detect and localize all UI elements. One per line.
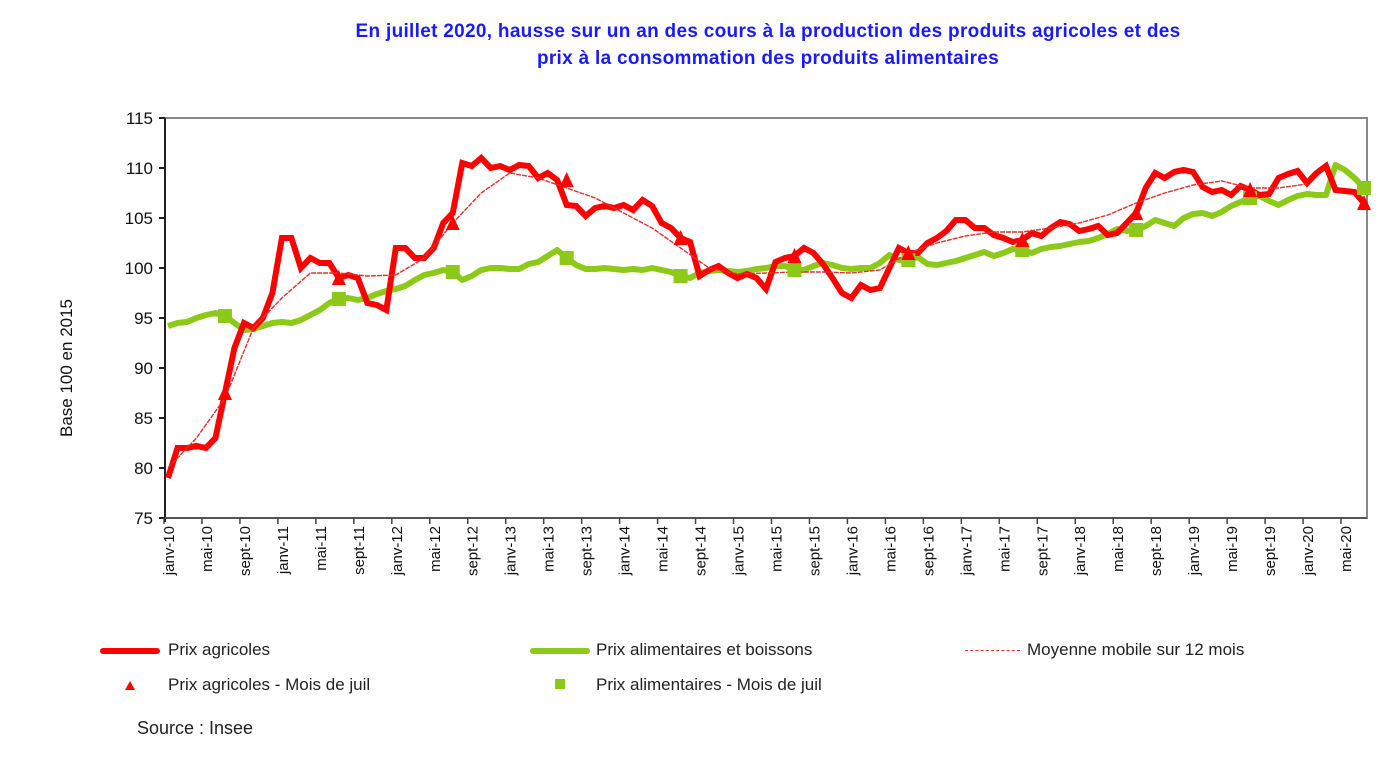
marker-triangle-prix-agricoles-juil [1243, 182, 1258, 197]
marker-square-prix-alimentaires-juil [445, 265, 460, 279]
x-tick-label: sept-13 [579, 526, 596, 576]
legend-swatch-green-line [530, 648, 590, 654]
chart-title-line-2: prix à la consommation des produits alim… [536, 48, 1000, 69]
x-tick-label: mai-11 [313, 526, 330, 571]
y-tick-label: 105 [125, 209, 153, 228]
plot-frame [164, 117, 1368, 519]
y-tick-label: 115 [126, 109, 153, 128]
x-tick-label: janv-14 [617, 526, 634, 576]
x-tick-label: mai-16 [882, 526, 899, 572]
marker-triangle-prix-agricoles-juil [901, 245, 916, 260]
series-line-prix-alimentaires [167, 162, 1367, 333]
x-tick-label: janv-17 [958, 526, 975, 576]
marker-square-prix-alimentaires-juil [331, 292, 346, 306]
x-tick-label: mai-20 [1338, 526, 1355, 572]
x-tick-label: janv-11 [275, 526, 292, 575]
x-tick-label: mai-14 [655, 526, 672, 572]
x-tick-label: sept-12 [465, 526, 482, 576]
marker-triangle-prix-agricoles-juil [673, 230, 688, 245]
y-tick-label: 85 [134, 409, 153, 428]
chart-title-line-1: En juillet 2020, hausse sur un an des co… [355, 21, 1181, 42]
x-tick-label: mai-13 [541, 526, 558, 572]
legend-label: Prix alimentaires et boissons [596, 640, 813, 659]
x-tick-label: janv-19 [1186, 526, 1203, 576]
marker-triangle-prix-agricoles-juil [1357, 195, 1371, 210]
x-tick-label: sept-11 [351, 526, 368, 575]
marker-square-prix-alimentaires-juil [787, 263, 802, 277]
marker-triangle-prix-agricoles-juil [331, 270, 346, 285]
series-line-prix-agricoles [165, 153, 1367, 479]
legend-label: Prix alimentaires - Mois de juil [596, 675, 822, 694]
x-tick-label: mai-10 [199, 526, 216, 572]
y-tick-label: 90 [134, 359, 153, 378]
y-tick-label: 80 [134, 459, 153, 478]
marker-triangle-prix-agricoles-juil [217, 385, 232, 400]
x-tick-label: janv-18 [1072, 526, 1089, 576]
marker-square-prix-alimentaires-juil [1357, 181, 1371, 195]
x-tick-label: janv-10 [161, 526, 178, 576]
series-line-moyenne-mobile [167, 172, 1308, 469]
y-tick-label: 110 [126, 159, 153, 178]
legend-label: Prix agricoles - Mois de juil [168, 675, 371, 694]
marker-triangle-prix-agricoles-juil [559, 172, 574, 187]
marker-triangle-prix-agricoles-juil [445, 215, 460, 230]
chart-plot: Base 100 en 2015 75 80 85 90 95 100 105 110 115 j… [57, 109, 1371, 576]
marker-triangle-prix-agricoles-juil [787, 248, 802, 263]
x-tick-label: mai-19 [1224, 526, 1241, 572]
marker-square-prix-alimentaires-juil [217, 309, 232, 323]
y-tick-label: 100 [125, 259, 153, 278]
marker-square-prix-alimentaires-juil [673, 269, 688, 283]
x-tick-label: sept-18 [1148, 526, 1165, 576]
x-tick-label: mai-17 [996, 526, 1013, 572]
x-tick-label: janv-16 [844, 526, 861, 576]
legend-swatch-red-line [100, 648, 160, 654]
x-tick-label: sept-16 [920, 526, 937, 576]
x-tick-label: sept-14 [693, 526, 710, 576]
source-note: Source : Insee [137, 718, 254, 738]
x-tick-label: sept-15 [806, 526, 823, 576]
legend-triangle-marker-icon [125, 681, 135, 690]
marker-triangle-prix-agricoles-juil [1129, 205, 1144, 220]
x-tick-label: sept-17 [1034, 526, 1051, 576]
x-tick-label: janv-13 [503, 526, 520, 576]
x-tick-label: janv-15 [731, 526, 748, 576]
y-tick-label: 75 [134, 509, 153, 528]
x-tick-label: mai-12 [427, 526, 444, 572]
x-tick-label: mai-15 [768, 526, 785, 572]
marker-square-prix-alimentaires-juil [559, 251, 574, 265]
marker-square-prix-alimentaires-juil [1129, 223, 1144, 237]
legend-label: Prix agricoles [168, 640, 271, 659]
x-tick-label: mai-18 [1110, 526, 1127, 572]
chart-title: En juillet 2020, hausse sur un an des co… [0, 18, 1400, 72]
legend-square-marker-icon [555, 679, 565, 689]
marker-triangle-prix-agricoles-juil [1015, 232, 1030, 247]
legend-label: Moyenne mobile sur 12 mois [1027, 640, 1245, 659]
legend-swatch-dashed-line [965, 650, 1020, 651]
x-tick-label: janv-12 [389, 526, 406, 576]
x-tick-label: sept-10 [237, 526, 254, 576]
x-tick-label: sept-19 [1262, 526, 1279, 576]
x-tick-label: janv-20 [1300, 526, 1317, 576]
y-tick-label: 95 [134, 309, 153, 328]
y-axis-label: Base 100 en 2015 [57, 299, 76, 437]
